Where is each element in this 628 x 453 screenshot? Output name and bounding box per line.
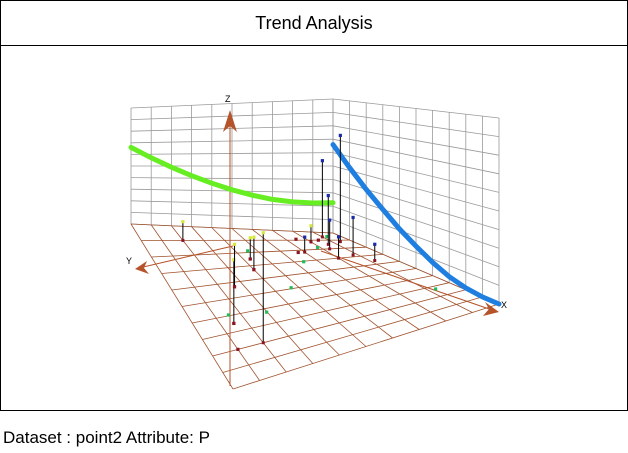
grid-line bbox=[332, 179, 500, 230]
data-point bbox=[325, 235, 329, 239]
chart-title: Trend Analysis bbox=[1, 1, 627, 46]
data-point bbox=[296, 250, 300, 255]
z-axis-label: Z bbox=[225, 94, 231, 104]
x-axis bbox=[320, 250, 496, 312]
floor-grid-line bbox=[251, 229, 393, 339]
data-point bbox=[232, 321, 236, 326]
z-axis-arrow bbox=[223, 110, 237, 132]
grid-line bbox=[130, 212, 334, 220]
data-point bbox=[232, 285, 237, 289]
floor-grid-line bbox=[232, 303, 500, 390]
trend-curve-0 bbox=[128, 144, 336, 206]
floor-grid-line bbox=[272, 229, 420, 330]
dataset-caption: Dataset : point2 Attribute: P bbox=[3, 428, 210, 447]
data-point bbox=[373, 242, 377, 246]
data-point bbox=[261, 231, 265, 235]
floor-grid-line bbox=[181, 268, 417, 307]
grid-line bbox=[130, 177, 334, 180]
data-point bbox=[252, 268, 256, 272]
data-point bbox=[181, 220, 185, 224]
chart-plot: Z Y X bbox=[126, 94, 507, 390]
stem-base-point bbox=[328, 247, 332, 251]
floor-grid bbox=[130, 223, 500, 390]
grid-line bbox=[332, 165, 500, 212]
data-point bbox=[338, 133, 342, 138]
data-point bbox=[232, 258, 236, 262]
data-point bbox=[351, 215, 355, 220]
floor-grid-line bbox=[312, 231, 473, 313]
data-point bbox=[232, 242, 237, 246]
grid-line bbox=[332, 219, 500, 286]
stem-base-point bbox=[309, 240, 313, 244]
y-axis-arrow bbox=[135, 261, 149, 274]
stem-base-point bbox=[320, 235, 324, 239]
x-axis-arrow bbox=[483, 302, 499, 316]
y-axis-label: Y bbox=[126, 256, 132, 266]
grid-line bbox=[332, 192, 500, 249]
data-point bbox=[226, 313, 231, 317]
data-point bbox=[246, 249, 250, 253]
data-point bbox=[252, 235, 256, 239]
trend-curve-1 bbox=[330, 142, 502, 307]
data-point bbox=[328, 218, 332, 222]
data-point bbox=[236, 347, 240, 351]
stem-base-point bbox=[326, 242, 330, 246]
stem-base-point bbox=[303, 250, 307, 254]
stem-base-point bbox=[337, 256, 341, 260]
data-point bbox=[248, 257, 252, 261]
data-marks bbox=[128, 133, 502, 351]
stem-base-point bbox=[373, 259, 377, 263]
chart-frame: Trend Analysis Z Y X bbox=[0, 0, 628, 411]
side-wall-grid bbox=[332, 98, 500, 305]
y-axis bbox=[138, 245, 234, 269]
data-point bbox=[326, 194, 330, 198]
floor-grid-line bbox=[212, 289, 466, 357]
data-point bbox=[434, 287, 438, 291]
stem-base-point bbox=[261, 341, 265, 345]
data-point bbox=[289, 286, 293, 290]
x-axis-label: X bbox=[501, 300, 507, 310]
data-point bbox=[315, 245, 320, 250]
floor-grid-line bbox=[292, 230, 447, 322]
data-point bbox=[248, 236, 252, 240]
stem-base-point bbox=[351, 253, 355, 257]
data-point bbox=[302, 260, 306, 264]
data-point bbox=[294, 237, 298, 241]
floor-grid-line bbox=[222, 296, 483, 373]
stem-base-point bbox=[181, 238, 185, 242]
axes: Z Y X bbox=[126, 94, 507, 386]
floor-grid-line bbox=[192, 275, 433, 324]
data-point bbox=[336, 235, 341, 239]
stem-base-point bbox=[338, 240, 342, 244]
data-point bbox=[316, 238, 320, 242]
data-point bbox=[265, 310, 269, 314]
data-point bbox=[309, 224, 313, 228]
floor-grid-line bbox=[202, 282, 450, 340]
grid-line bbox=[130, 200, 334, 207]
grid-line bbox=[332, 205, 500, 268]
data-point bbox=[303, 235, 307, 239]
data-point bbox=[320, 159, 324, 163]
